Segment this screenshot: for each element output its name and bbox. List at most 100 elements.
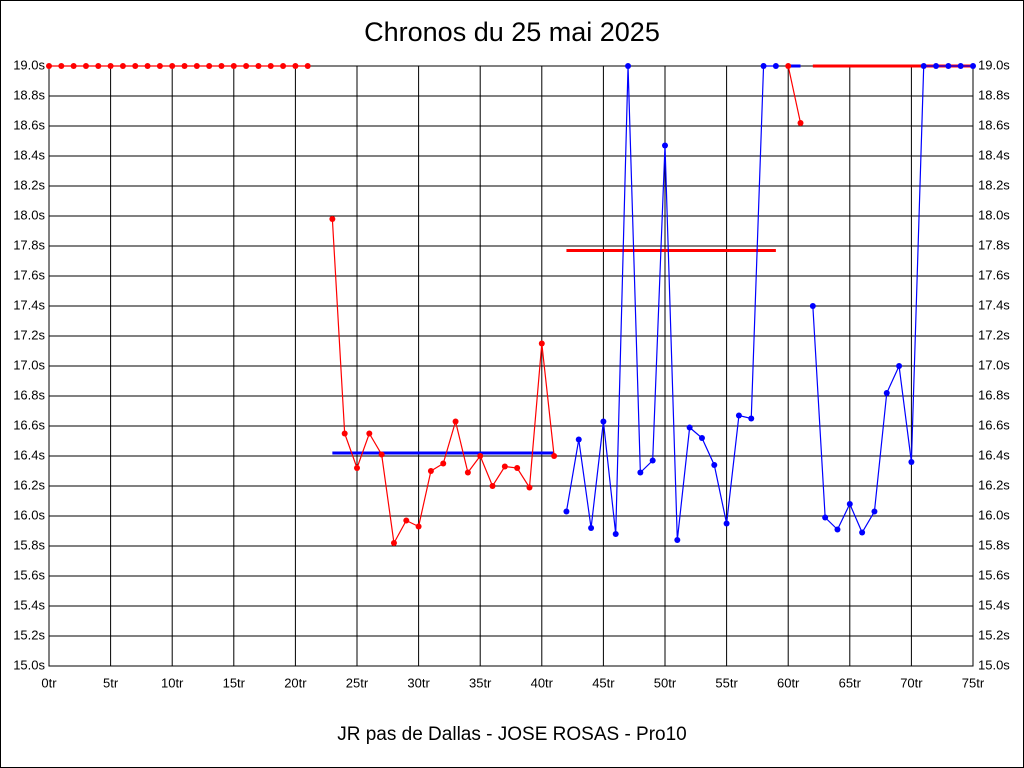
y-tick-label: 15.4s <box>13 597 45 612</box>
x-tick-label: 60tr <box>777 675 800 690</box>
y-tick-label-right: 18.6s <box>978 117 1010 132</box>
data-point <box>735 412 742 419</box>
y-tick-label: 17.0s <box>13 357 45 372</box>
chart-subtitle: JR pas de Dallas - JOSE ROSAS - Pro10 <box>337 724 687 745</box>
y-tick-label-right: 18.0s <box>978 207 1010 222</box>
y-tick-label-right: 15.6s <box>978 567 1010 582</box>
x-tick-label: 30tr <box>407 675 430 690</box>
x-tick-label: 40tr <box>531 675 554 690</box>
data-point <box>169 63 176 69</box>
data-point <box>95 63 102 69</box>
data-point <box>403 517 410 524</box>
data-point <box>489 483 496 489</box>
y-tick-label: 17.2s <box>13 327 45 342</box>
data-point <box>920 63 927 69</box>
data-point <box>243 63 250 69</box>
y-tick-label: 16.6s <box>13 417 45 432</box>
data-point <box>477 453 484 459</box>
data-point <box>255 63 262 69</box>
y-tick-label-right: 18.4s <box>978 147 1010 162</box>
y-tick-label-right: 17.2s <box>978 327 1010 342</box>
data-point <box>390 540 397 546</box>
y-tick-label: 16.0s <box>13 507 45 522</box>
y-tick-label-right: 16.2s <box>978 477 1010 492</box>
data-point <box>859 529 866 536</box>
y-tick-label-right: 18.8s <box>978 87 1010 102</box>
x-tick-label: 5tr <box>103 675 119 690</box>
data-point <box>280 63 287 69</box>
data-point <box>772 63 779 69</box>
y-tick-label: 17.8s <box>13 237 45 252</box>
x-tick-label: 10tr <box>161 675 184 690</box>
data-point <box>452 418 459 425</box>
data-point <box>366 430 373 437</box>
y-tick-label: 16.2s <box>13 477 45 492</box>
y-tick-label-right: 16.4s <box>978 447 1010 462</box>
x-tick-label: 35tr <box>469 675 492 690</box>
data-point <box>563 508 570 515</box>
data-point <box>612 531 619 537</box>
data-point <box>538 340 545 347</box>
y-tick-label: 18.2s <box>13 177 45 192</box>
data-point <box>70 63 77 69</box>
data-point <box>82 63 89 69</box>
y-tick-label-right: 15.0s <box>978 657 1010 672</box>
x-tick-label: 45tr <box>592 675 615 690</box>
y-tick-label: 18.4s <box>13 147 45 162</box>
data-point <box>748 415 755 422</box>
data-point <box>970 63 976 69</box>
data-point <box>292 63 299 69</box>
y-tick-label: 15.6s <box>13 567 45 582</box>
data-point <box>329 216 336 222</box>
y-tick-label-right: 16.6s <box>978 417 1010 432</box>
data-point <box>415 523 422 530</box>
chart-title: Chronos du 25 mai 2025 <box>364 17 660 47</box>
x-tick-label: 75tr <box>962 675 985 690</box>
data-point <box>625 63 632 69</box>
data-point <box>797 120 804 126</box>
plot-border <box>48 65 974 667</box>
x-tick-label: 25tr <box>346 675 369 690</box>
data-point <box>193 63 200 69</box>
y-tick-label: 18.8s <box>13 87 45 102</box>
y-tick-label-right: 17.0s <box>978 357 1010 372</box>
data-point <box>834 526 841 533</box>
data-point <box>723 520 730 527</box>
data-point <box>427 468 434 474</box>
data-point <box>933 63 940 69</box>
y-tick-label: 17.6s <box>13 267 45 282</box>
y-tick-label-right: 15.4s <box>978 597 1010 612</box>
data-point <box>637 469 644 476</box>
data-point <box>785 63 792 69</box>
x-tick-label: 55tr <box>715 675 738 690</box>
data-point <box>883 390 890 396</box>
y-tick-label-right: 17.6s <box>978 267 1010 282</box>
data-point <box>871 508 878 515</box>
x-tick-label: 0tr <box>41 675 57 690</box>
x-tick-label: 50tr <box>654 675 677 690</box>
data-point <box>698 435 705 441</box>
y-tick-label-right: 17.4s <box>978 297 1010 312</box>
data-point <box>46 63 52 69</box>
y-tick-label: 15.2s <box>13 627 45 642</box>
data-point <box>267 63 274 69</box>
y-tick-label-right: 16.8s <box>978 387 1010 402</box>
x-tick-label: 15tr <box>223 675 246 690</box>
data-point <box>378 451 385 458</box>
data-point <box>674 537 681 543</box>
data-point <box>551 453 558 459</box>
data-point <box>230 63 237 69</box>
data-point <box>218 63 225 69</box>
data-point <box>711 462 718 468</box>
data-point <box>896 363 903 369</box>
data-point <box>809 303 816 309</box>
data-point <box>206 63 213 69</box>
data-point <box>945 63 952 69</box>
y-tick-label: 16.4s <box>13 447 45 462</box>
y-tick-label-right: 18.2s <box>978 177 1010 192</box>
y-tick-label-right: 15.2s <box>978 627 1010 642</box>
series-line <box>787 65 802 124</box>
